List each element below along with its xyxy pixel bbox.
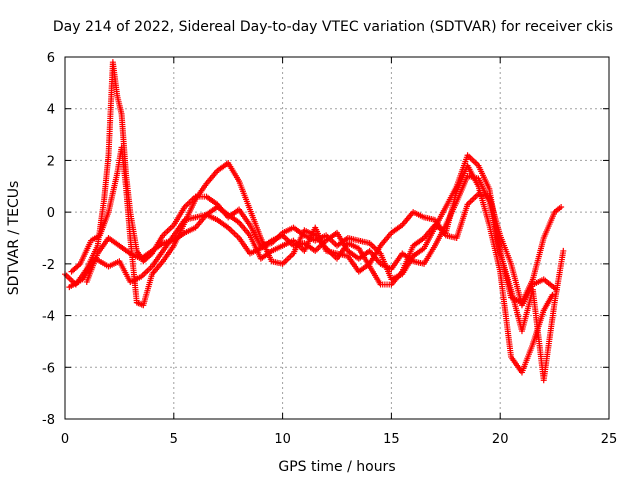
y-tick-label: -2 <box>42 258 55 273</box>
y-axis-label: SDTVAR / TECUs <box>6 181 22 296</box>
plot-frame <box>64 56 610 420</box>
x-tick-label: 25 <box>601 432 618 447</box>
y-tick-label: 0 <box>47 206 55 221</box>
data-point <box>549 291 556 298</box>
x-axis-label: GPS time / hours <box>278 459 395 475</box>
data-point <box>558 203 565 210</box>
x-tick-label: 5 <box>170 432 178 447</box>
data-point <box>560 247 567 254</box>
x-tick-label: 20 <box>492 432 509 447</box>
y-tick-label: -6 <box>42 361 55 376</box>
y-tick-label: -8 <box>42 413 55 428</box>
y-tick-label: 4 <box>47 103 55 118</box>
chart-title: Day 214 of 2022, Sidereal Day-to-day VTE… <box>53 19 613 35</box>
axis-ticks: 0 5 10 15 20 25 -8 -6 -4 -2 0 2 4 6 <box>42 51 617 447</box>
x-tick-label: 15 <box>383 432 400 447</box>
x-tick-label: 10 <box>274 432 291 447</box>
y-tick-label: -4 <box>42 310 55 325</box>
data-points <box>62 59 567 384</box>
x-tick-label: 0 <box>61 432 69 447</box>
y-tick-label: 6 <box>47 51 55 66</box>
y-tick-label: 2 <box>47 154 55 169</box>
